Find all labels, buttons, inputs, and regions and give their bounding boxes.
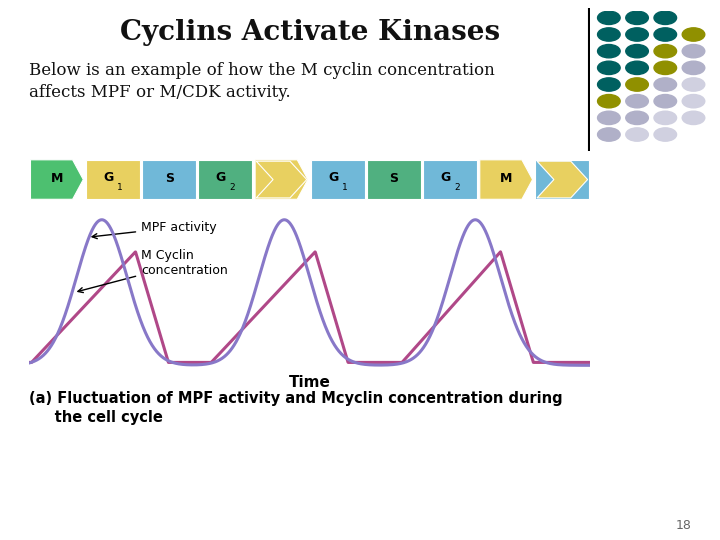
Circle shape [598,28,620,41]
Circle shape [598,94,620,108]
Circle shape [598,128,620,141]
Circle shape [626,94,648,108]
Circle shape [598,78,620,91]
Circle shape [654,111,677,125]
Polygon shape [86,160,140,199]
Polygon shape [30,160,84,199]
Text: affects MPF or M/CDK activity.: affects MPF or M/CDK activity. [29,84,290,100]
Text: G: G [216,171,226,184]
Circle shape [654,94,677,108]
Text: 18: 18 [675,519,691,532]
Text: 2: 2 [454,183,459,192]
Text: G: G [441,171,451,184]
Text: 1: 1 [566,183,572,192]
Circle shape [626,11,648,24]
Circle shape [683,111,705,125]
Text: 1: 1 [117,183,122,192]
Polygon shape [480,160,533,199]
Circle shape [654,28,677,41]
Text: Cyclins Activate Kinases: Cyclins Activate Kinases [120,19,500,46]
Text: Below is an example of how the M cyclin concentration: Below is an example of how the M cyclin … [29,62,495,79]
Circle shape [626,111,648,125]
Circle shape [598,11,620,24]
Polygon shape [143,160,196,199]
Circle shape [654,128,677,141]
Text: G: G [328,171,338,184]
Circle shape [683,44,705,58]
Circle shape [626,61,648,75]
Polygon shape [256,161,307,198]
Text: Time: Time [289,375,330,390]
Circle shape [654,44,677,58]
Polygon shape [536,160,589,199]
Circle shape [683,61,705,75]
Polygon shape [255,160,308,199]
Circle shape [598,44,620,58]
Circle shape [683,94,705,108]
Text: 1: 1 [341,183,347,192]
Circle shape [654,61,677,75]
Text: M: M [50,172,63,185]
Circle shape [598,111,620,125]
Text: 2: 2 [229,183,235,192]
Circle shape [626,78,648,91]
Text: S: S [165,172,174,185]
Circle shape [626,44,648,58]
Text: (a) Fluctuation of MPF activity and Mcyclin concentration during: (a) Fluctuation of MPF activity and Mcyc… [29,392,562,407]
Polygon shape [311,160,364,199]
Text: the cell cycle: the cell cycle [29,410,163,426]
Polygon shape [423,160,477,199]
Circle shape [654,78,677,91]
Circle shape [683,78,705,91]
Polygon shape [199,160,252,199]
Text: M: M [500,172,513,185]
Circle shape [654,11,677,24]
Circle shape [626,28,648,41]
Circle shape [626,128,648,141]
Text: S: S [390,172,398,185]
Text: M: M [275,172,288,185]
Polygon shape [367,160,420,199]
Text: G: G [104,171,114,184]
Text: MPF activity: MPF activity [92,220,217,239]
Text: G: G [553,171,563,184]
Circle shape [598,61,620,75]
Circle shape [683,28,705,41]
Text: M Cyclin
concentration: M Cyclin concentration [78,249,228,293]
Polygon shape [537,161,588,198]
